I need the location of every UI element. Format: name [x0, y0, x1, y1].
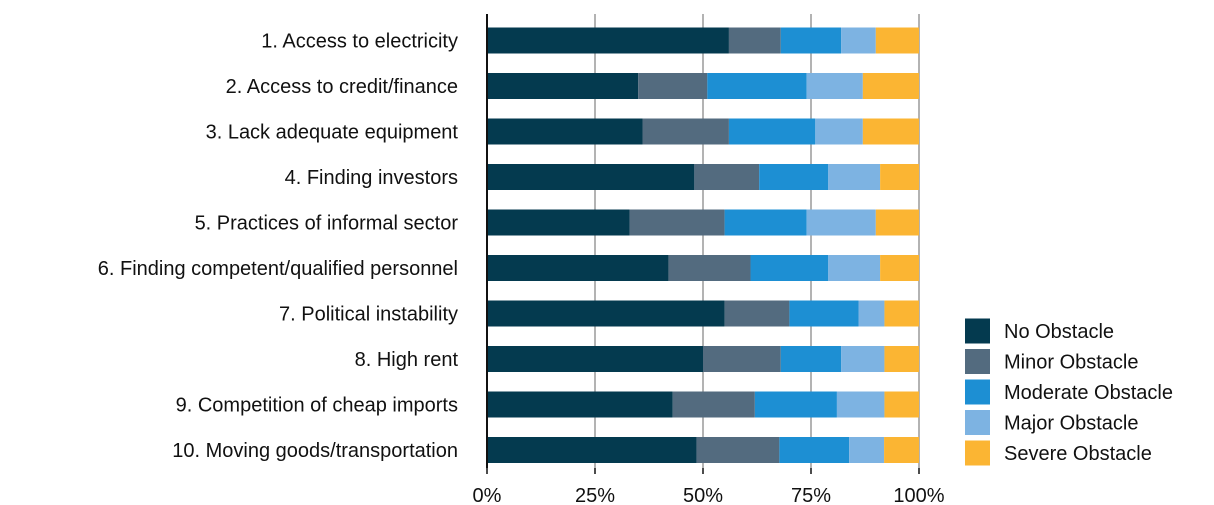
bar-major-obstacle	[841, 27, 876, 54]
bar-severe-obstacle	[880, 255, 919, 281]
bar-major-obstacle	[815, 118, 863, 145]
bar-no-obstacle	[487, 300, 725, 327]
bar-major-obstacle	[841, 346, 885, 372]
legend-label: Moderate Obstacle	[1004, 382, 1173, 404]
bar-minor-obstacle	[703, 346, 781, 372]
bar-no-obstacle	[487, 346, 703, 372]
category-labels: 1. Access to electricity 2. Access to cre…	[98, 31, 459, 463]
bar-minor-obstacle	[668, 255, 751, 281]
bar-minor-obstacle	[638, 73, 708, 99]
category-label: 1. Access to electricity	[261, 31, 458, 53]
bar-minor-obstacle	[728, 27, 781, 54]
bar-severe-obstacle	[875, 27, 919, 54]
bar-severe-obstacle	[875, 209, 919, 236]
bar-no-obstacle	[487, 437, 697, 463]
bar-moderate-obstacle	[724, 209, 807, 236]
bar-moderate-obstacle	[728, 118, 816, 145]
bar-severe-obstacle	[862, 73, 919, 99]
bar-no-obstacle	[487, 118, 643, 145]
category-label: 10. Moving goods/transportation	[172, 440, 458, 462]
x-tick-label: 75%	[791, 485, 831, 505]
bar-severe-obstacle	[884, 300, 919, 327]
bar-moderate-obstacle	[780, 27, 842, 54]
bar-major-obstacle	[828, 164, 881, 190]
bar-major-obstacle	[806, 209, 876, 236]
bar-moderate-obstacle	[750, 255, 829, 281]
bar-no-obstacle	[487, 255, 669, 281]
bar-no-obstacle	[487, 391, 673, 418]
bar-major-obstacle	[836, 391, 885, 418]
category-label: 3. Lack adequate equipment	[206, 122, 459, 144]
bar-minor-obstacle	[694, 164, 760, 190]
bar-minor-obstacle	[672, 391, 755, 418]
bar-major-obstacle	[828, 255, 881, 281]
x-tick-label: 25%	[575, 485, 615, 505]
bar-severe-obstacle	[884, 391, 919, 418]
bar-major-obstacle	[858, 300, 885, 327]
category-label: 8. High rent	[355, 349, 459, 371]
category-label: 4. Finding investors	[285, 167, 458, 189]
legend-label: Severe Obstacle	[1004, 443, 1152, 465]
bar-moderate-obstacle	[759, 164, 829, 190]
bar-no-obstacle	[487, 209, 630, 236]
legend-swatch-no-obstacle	[965, 318, 990, 344]
bar-severe-obstacle	[884, 346, 919, 372]
x-tick-label: 50%	[683, 485, 723, 505]
bar-severe-obstacle	[880, 164, 919, 190]
bar-moderate-obstacle	[789, 300, 859, 327]
category-label: 7. Political instability	[279, 304, 458, 326]
bar-no-obstacle	[487, 73, 639, 99]
x-tick-label: 0%	[473, 485, 502, 505]
bar-severe-obstacle	[884, 437, 919, 463]
bar-no-obstacle	[487, 27, 729, 54]
legend-swatch-minor-obstacle	[965, 349, 990, 374]
bar-severe-obstacle	[862, 118, 919, 145]
category-label: 5. Practices of informal sector	[195, 213, 459, 235]
x-tick-labels: 0% 25% 50% 75% 100%	[473, 468, 945, 505]
x-tick-label: 100%	[893, 485, 944, 505]
legend-label: Major Obstacle	[1004, 413, 1139, 435]
bar-major-obstacle	[806, 73, 863, 99]
bar-minor-obstacle	[724, 300, 790, 327]
legend-label: Minor Obstacle	[1004, 352, 1139, 374]
legend-swatch-major-obstacle	[965, 410, 990, 435]
bar-moderate-obstacle	[779, 437, 850, 463]
legend-swatch-moderate-obstacle	[965, 379, 990, 405]
category-label: 9. Competition of cheap imports	[176, 395, 458, 417]
category-label: 6. Finding competent/qualified personnel	[98, 258, 458, 280]
bars	[487, 27, 919, 463]
bar-minor-obstacle	[642, 118, 729, 145]
bar-no-obstacle	[487, 164, 695, 190]
bar-moderate-obstacle	[754, 391, 837, 418]
legend: No Obstacle Minor Obstacle Moderate Obstac…	[965, 318, 1173, 466]
legend-label: No Obstacle	[1004, 321, 1114, 343]
category-label: 2. Access to credit/finance	[226, 76, 458, 98]
bar-minor-obstacle	[629, 209, 725, 236]
bar-moderate-obstacle	[780, 346, 842, 372]
legend-swatch-severe-obstacle	[965, 440, 990, 466]
bar-major-obstacle	[849, 437, 885, 463]
bar-moderate-obstacle	[707, 73, 807, 99]
bar-minor-obstacle	[696, 437, 780, 463]
